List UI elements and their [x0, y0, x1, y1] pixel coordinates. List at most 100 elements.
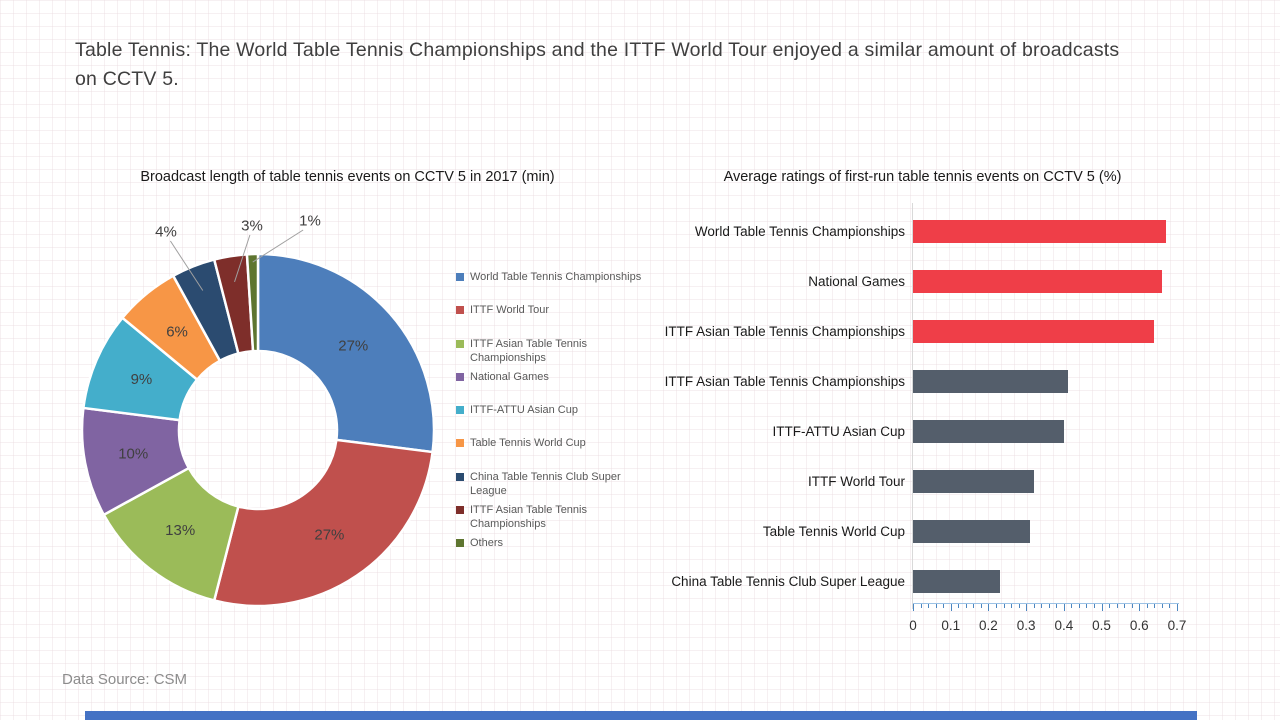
minor-tick-mark: [995, 604, 997, 608]
bar: [913, 270, 1162, 293]
value-axis-line: [913, 603, 1179, 604]
slice-percent-label: 3%: [241, 218, 263, 235]
page-title: Table Tennis: The World Table Tennis Cha…: [75, 36, 1225, 95]
minor-tick-mark: [980, 604, 982, 608]
legend-swatch-icon: [456, 273, 464, 281]
bar-row: National Games: [640, 256, 1220, 306]
donut-chart-title: Broadcast length of table tennis events …: [140, 169, 555, 185]
bar-chart: World Table Tennis Championships National…: [640, 203, 1220, 666]
legend-item: Table Tennis World Cup: [456, 436, 656, 469]
minor-tick-mark: [1116, 604, 1118, 608]
legend-item: National Games: [456, 370, 656, 403]
minor-tick-mark: [1003, 604, 1005, 608]
data-source-note: Data Source: CSM: [62, 671, 188, 688]
axis-tick-label: 0.5: [1092, 618, 1111, 633]
minor-tick-mark: [973, 604, 975, 608]
bar-chart-title: Average ratings of first-run table tenni…: [723, 169, 1122, 185]
minor-tick-mark: [1154, 604, 1156, 608]
bar: [913, 520, 1030, 543]
bar: [913, 370, 1068, 393]
donut-slice: [212, 438, 435, 608]
bar-row: China Table Tennis Club Super League: [640, 556, 1220, 606]
legend-swatch-icon: [456, 472, 464, 481]
slice-percent-label: 4%: [155, 224, 177, 241]
minor-tick-mark: [1041, 604, 1043, 608]
minor-tick-mark: [1018, 604, 1020, 608]
legend-item: ITTF World Tour: [456, 303, 656, 336]
donut-slice: [245, 252, 260, 353]
minor-tick-mark: [1011, 604, 1013, 608]
minor-tick-mark: [1033, 604, 1035, 608]
minor-tick-mark: [1056, 604, 1058, 608]
major-tick-mark: [1063, 604, 1065, 611]
legend-item: World Table Tennis Championships: [456, 270, 656, 303]
bar: [913, 570, 1000, 593]
category-axis-line: [912, 203, 913, 609]
bar-row: ITTF-ATTU Asian Cup: [640, 406, 1220, 456]
bar-category-label: ITTF World Tour: [807, 473, 905, 489]
minor-tick-mark: [1109, 604, 1111, 608]
legend-item: ITTF Asian Table Tennis Championships: [456, 337, 656, 370]
legend-swatch-icon: [456, 339, 464, 348]
legend-swatch-icon: [456, 439, 464, 448]
minor-tick-mark: [943, 604, 945, 608]
bar: [913, 420, 1064, 443]
legend-label: China Table Tennis Club Super League: [470, 470, 621, 498]
minor-tick-mark: [1086, 604, 1088, 608]
minor-tick-mark: [1078, 604, 1080, 608]
bar-row: Table Tennis World Cup: [640, 506, 1220, 556]
minor-tick-mark: [928, 604, 930, 608]
label-leader-line: [169, 240, 204, 291]
bar-row: ITTF Asian Table Tennis Championships: [640, 356, 1220, 406]
legend-label: ITTF World Tour: [470, 304, 550, 317]
label-leader-line: [252, 229, 304, 263]
bar: [913, 320, 1155, 343]
donut-slice: [102, 466, 240, 602]
legend-swatch-icon: [456, 406, 464, 415]
bar-category-label: National Games: [808, 273, 905, 289]
slice-percent-label: 13%: [165, 522, 195, 539]
minor-tick-mark: [1161, 604, 1163, 608]
axis-tick-label: 0.1: [941, 618, 961, 633]
donut-chart-legend: World Table Tennis Championships ITTF Wor…: [456, 270, 656, 570]
legend-label: Others: [470, 537, 504, 550]
minor-tick-mark: [1071, 604, 1073, 608]
bar-category-label: World Table Tennis Championships: [694, 223, 905, 239]
major-tick-mark: [988, 604, 990, 611]
bar-category-label: ITTF-ATTU Asian Cup: [772, 423, 905, 439]
major-tick-mark: [913, 604, 914, 611]
minor-tick-mark: [1131, 604, 1133, 608]
label-leader-line: [234, 234, 251, 283]
bar-row: ITTF Asian Table Tennis Championships: [640, 306, 1220, 356]
minor-tick-mark: [1146, 604, 1148, 608]
slice-percent-label: 9%: [131, 371, 153, 388]
major-tick-mark: [950, 604, 952, 611]
legend-label: ITTF Asian Table Tennis Championships: [470, 504, 587, 531]
slice-percent-label: 27%: [338, 338, 368, 355]
minor-tick-mark: [1094, 604, 1096, 608]
minor-tick-mark: [935, 604, 937, 608]
legend-item: China Table Tennis Club Super League: [456, 470, 656, 503]
slice-percent-label: 1%: [299, 213, 321, 230]
page-title-line-2: on CCTV 5.: [75, 68, 179, 91]
axis-tick-label: 0.7: [1167, 618, 1187, 633]
bar-category-label: ITTF Asian Table Tennis Championships: [664, 323, 905, 339]
major-tick-mark: [1101, 604, 1103, 611]
major-tick-mark: [1026, 604, 1028, 611]
axis-tick-label: 0.3: [1016, 618, 1036, 633]
footer-accent-bar: [85, 711, 1197, 720]
bar-category-label: Table Tennis World Cup: [762, 523, 905, 539]
legend-label: Table Tennis World Cup: [470, 437, 586, 450]
bar-category-label: China Table Tennis Club Super League: [671, 573, 905, 589]
bar-category-label: ITTF Asian Table Tennis Championships: [664, 373, 905, 389]
legend-swatch-icon: [456, 372, 464, 381]
minor-tick-mark: [965, 604, 967, 608]
axis-tick-label: 0.6: [1129, 618, 1149, 633]
minor-tick-mark: [1169, 604, 1171, 608]
page-title-line-1: Table Tennis: The World Table Tennis Cha…: [75, 39, 1120, 61]
major-tick-mark: [1177, 604, 1178, 611]
legend-item: Others: [456, 536, 656, 569]
bar: [913, 220, 1166, 243]
bar-row: ITTF World Tour: [640, 456, 1220, 506]
